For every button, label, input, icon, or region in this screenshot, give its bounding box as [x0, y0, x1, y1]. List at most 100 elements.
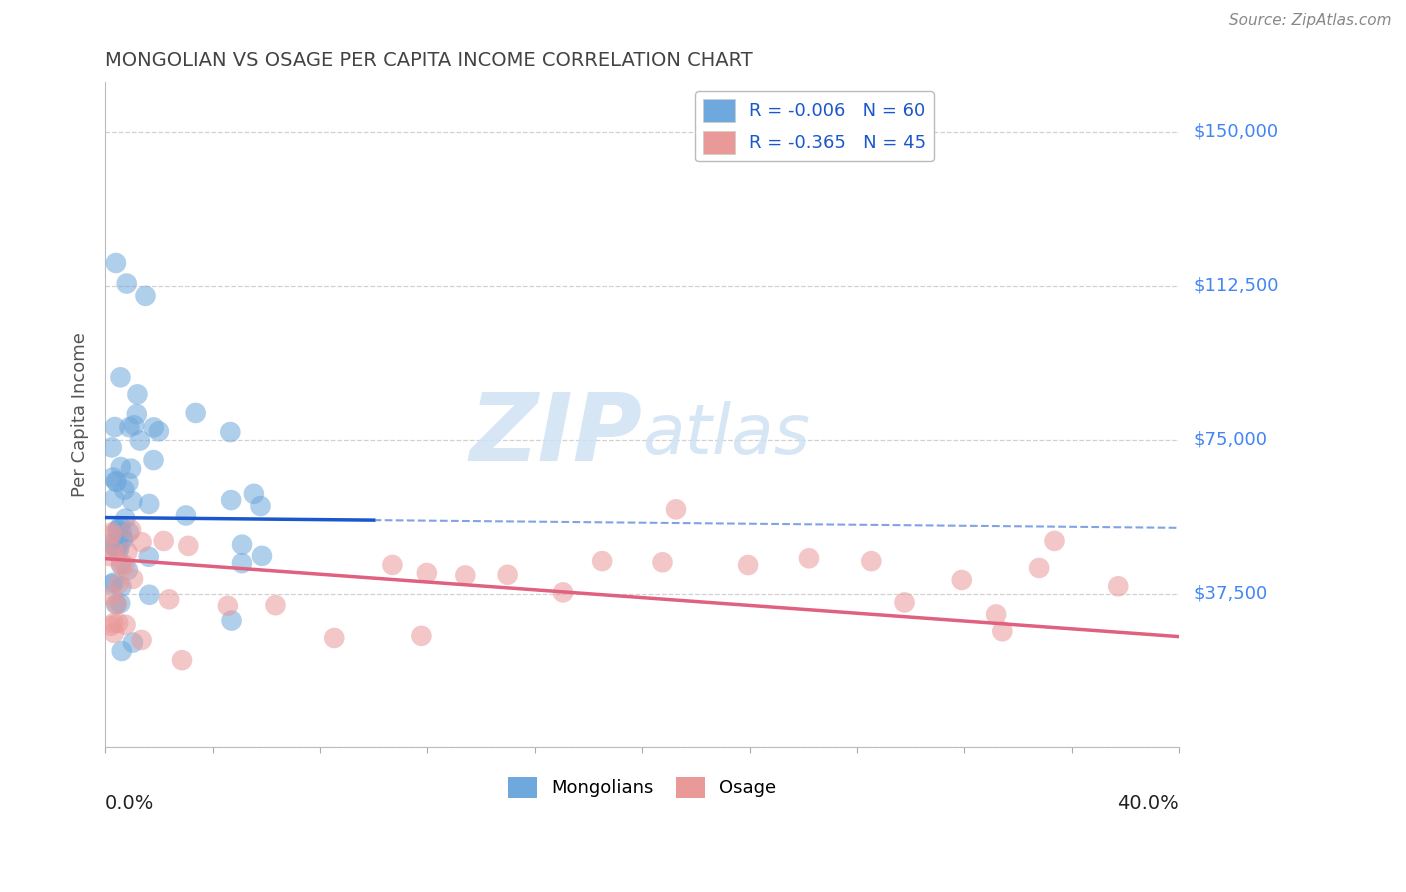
Point [219, 425, 242, 439]
Point [665, 502, 688, 516]
Point [107, 523, 129, 537]
Point [101, 441, 124, 455]
Point [893, 595, 915, 609]
Point [496, 567, 519, 582]
Point [1107, 579, 1129, 593]
Point [177, 539, 200, 553]
Point [122, 418, 145, 433]
Point [138, 549, 160, 564]
Point [110, 558, 132, 572]
Point [416, 566, 439, 580]
Point [108, 541, 131, 556]
Point [103, 539, 125, 553]
Point [103, 491, 125, 506]
Point [249, 499, 271, 513]
Point [104, 543, 127, 558]
Point [112, 483, 135, 497]
Point [110, 460, 132, 475]
Point [125, 407, 148, 421]
Point [114, 511, 136, 525]
Point [250, 549, 273, 563]
Point [120, 523, 142, 537]
Point [122, 572, 145, 586]
Point [118, 525, 141, 540]
Point [111, 644, 134, 658]
Point [107, 532, 129, 546]
Point [104, 256, 127, 270]
Point [591, 554, 613, 568]
Point [231, 556, 253, 570]
Point [100, 619, 122, 633]
Point [737, 558, 759, 572]
Point [551, 585, 574, 599]
Point [121, 494, 143, 508]
Point [103, 626, 125, 640]
Point [105, 475, 128, 489]
Point [174, 508, 197, 523]
Point [101, 470, 124, 484]
Point [114, 558, 136, 572]
Point [1028, 561, 1050, 575]
Point [984, 607, 1007, 622]
Point [138, 588, 160, 602]
Point [101, 525, 124, 540]
Point [104, 475, 127, 489]
Point [100, 537, 122, 551]
Point [112, 533, 135, 547]
Text: $112,500: $112,500 [1194, 277, 1278, 294]
Point [100, 549, 122, 564]
Point [110, 558, 132, 572]
Point [231, 538, 253, 552]
Point [110, 370, 132, 384]
Point [107, 524, 129, 538]
Point [991, 624, 1014, 639]
Point [411, 629, 433, 643]
Text: ZIP: ZIP [470, 389, 643, 481]
Text: Source: ZipAtlas.com: Source: ZipAtlas.com [1229, 13, 1392, 29]
Point [454, 568, 477, 582]
Text: atlas: atlas [643, 401, 810, 468]
Point [142, 420, 165, 434]
Text: 40.0%: 40.0% [1118, 794, 1180, 813]
Point [148, 425, 170, 439]
Text: $37,500: $37,500 [1194, 584, 1267, 602]
Point [100, 528, 122, 542]
Text: MONGOLIAN VS OSAGE PER CAPITA INCOME CORRELATION CHART: MONGOLIAN VS OSAGE PER CAPITA INCOME COR… [105, 51, 754, 70]
Text: $150,000: $150,000 [1194, 122, 1278, 141]
Y-axis label: Per Capita Income: Per Capita Income [72, 333, 89, 498]
Point [110, 596, 132, 610]
Point [100, 589, 122, 603]
Point [114, 617, 136, 632]
Point [243, 487, 266, 501]
Point [104, 420, 127, 434]
Point [127, 387, 149, 401]
Point [100, 577, 122, 591]
Point [117, 563, 139, 577]
Point [111, 532, 134, 546]
Point [170, 653, 193, 667]
Point [107, 544, 129, 558]
Legend: Mongolians, Osage: Mongolians, Osage [501, 770, 783, 805]
Point [651, 555, 673, 569]
Point [117, 475, 139, 490]
Point [117, 545, 139, 559]
Point [142, 453, 165, 467]
Point [118, 420, 141, 434]
Point [950, 573, 973, 587]
Point [152, 533, 174, 548]
Point [797, 551, 820, 566]
Point [264, 598, 287, 612]
Point [103, 615, 125, 630]
Point [138, 497, 160, 511]
Point [120, 461, 142, 475]
Point [103, 575, 125, 590]
Point [107, 615, 129, 630]
Point [221, 614, 243, 628]
Point [131, 632, 153, 647]
Point [128, 434, 150, 448]
Point [122, 635, 145, 649]
Point [115, 277, 138, 291]
Point [108, 576, 131, 591]
Text: $75,000: $75,000 [1194, 431, 1267, 449]
Point [111, 524, 134, 539]
